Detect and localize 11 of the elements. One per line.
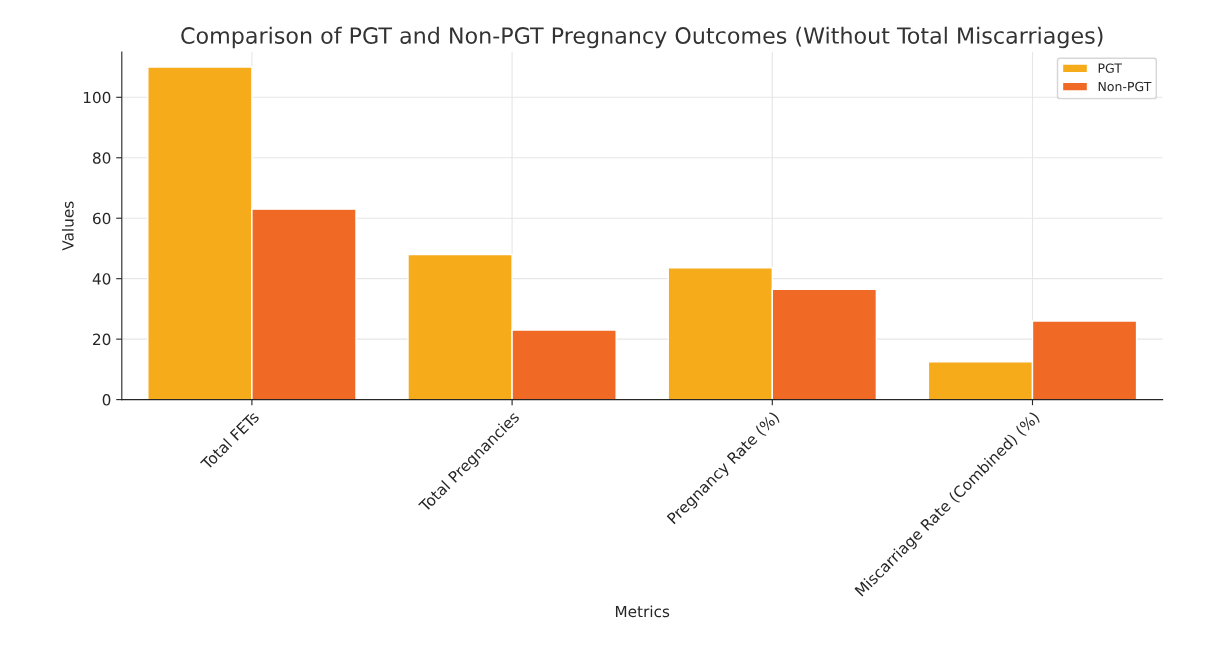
y-tick-label: 100 — [83, 91, 111, 104]
y-tick-label: 0 — [102, 394, 111, 406]
y-tick-label: 40 — [92, 273, 111, 285]
y-axis-title: Values — [61, 201, 74, 251]
x-axis-title: Metrics — [615, 605, 670, 618]
chart-title: Comparison of PGT and Non-PGT Pregnancy Outcomes (Without Total Miscarriages) — [181, 26, 1103, 49]
legend-label: Non-PGT — [1098, 81, 1152, 92]
y-tick-label: 80 — [92, 152, 111, 164]
y-tick-label: 60 — [93, 212, 111, 225]
y-tick-label: 20 — [93, 333, 111, 346]
legend-label: PGT — [1098, 63, 1122, 73]
